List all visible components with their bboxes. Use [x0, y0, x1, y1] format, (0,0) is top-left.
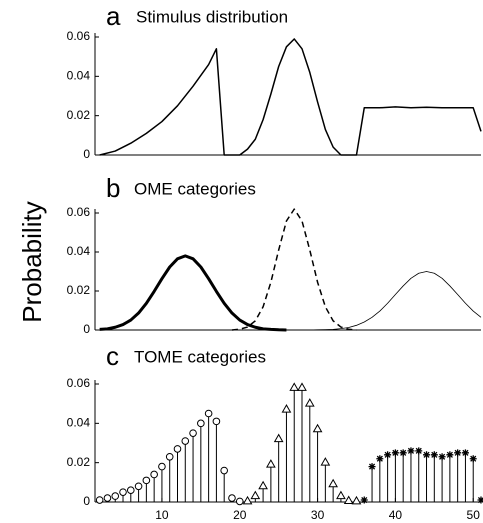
x-tick-label: 30: [311, 508, 325, 522]
panel-title: Stimulus distribution: [136, 7, 288, 26]
marker: [336, 490, 346, 500]
x-tick-label: 50: [467, 508, 481, 522]
x-tick-label: 10: [155, 508, 169, 522]
series-line: [99, 254, 287, 332]
marker: [461, 449, 469, 457]
marker: [320, 457, 331, 466]
marker: [469, 455, 477, 463]
y-tick-label: 0.04: [67, 244, 91, 258]
marker: [111, 492, 120, 500]
marker: [368, 463, 376, 471]
y-tick-label: 0.06: [67, 205, 91, 219]
series-line: [231, 208, 357, 331]
marker: [220, 466, 228, 475]
marker: [228, 494, 236, 502]
marker: [235, 497, 244, 506]
marker: [384, 451, 392, 459]
marker: [258, 480, 268, 490]
panel-letter: b: [106, 173, 120, 203]
panel-letter: a: [106, 1, 121, 31]
marker: [297, 382, 307, 391]
marker: [446, 451, 454, 459]
marker: [415, 447, 423, 455]
marker: [438, 453, 446, 461]
marker: [142, 476, 151, 485]
y-axis-label: Probability: [17, 201, 47, 322]
marker: [351, 495, 362, 505]
y-tick-label: 0: [83, 147, 90, 161]
y-tick-label: 0.06: [67, 376, 91, 390]
marker: [189, 429, 197, 437]
marker: [423, 451, 431, 459]
marker: [360, 496, 368, 504]
panel-title: TOME categories: [134, 347, 266, 366]
marker: [95, 496, 104, 504]
marker: [173, 445, 182, 453]
y-tick-label: 0.02: [67, 108, 91, 122]
marker: [212, 417, 221, 426]
marker: [399, 449, 407, 457]
marker: [250, 490, 261, 500]
marker: [103, 494, 112, 502]
marker: [376, 455, 384, 463]
marker: [391, 449, 399, 457]
marker: [477, 496, 483, 504]
x-tick-label: 20: [233, 508, 247, 522]
marker: [158, 462, 166, 471]
marker: [266, 459, 276, 468]
marker: [181, 437, 190, 445]
marker: [150, 470, 158, 479]
y-tick-label: 0: [83, 322, 90, 336]
y-tick-label: 0: [83, 494, 90, 508]
marker: [273, 433, 284, 443]
marker: [197, 419, 205, 428]
marker: [430, 451, 438, 459]
y-tick-label: 0.04: [67, 416, 91, 430]
marker: [407, 447, 415, 455]
y-tick-label: 0.04: [67, 69, 91, 83]
marker: [304, 398, 315, 407]
panel-letter: c: [106, 341, 119, 371]
marker: [343, 495, 354, 505]
marker: [312, 423, 323, 433]
marker: [119, 488, 127, 496]
series-line: [99, 38, 482, 156]
y-tick-label: 0.02: [67, 455, 91, 469]
y-tick-label: 0.06: [67, 29, 91, 43]
marker: [281, 404, 292, 413]
marker: [454, 449, 462, 457]
marker: [289, 382, 300, 391]
marker: [328, 478, 338, 488]
x-tick-label: 40: [389, 508, 403, 522]
series-line: [255, 271, 482, 331]
marker: [165, 452, 174, 461]
marker: [204, 409, 213, 418]
marker: [134, 482, 143, 491]
y-tick-label: 0.02: [67, 283, 91, 297]
marker: [126, 486, 135, 495]
marker: [242, 495, 253, 505]
panel-title: OME categories: [134, 179, 256, 198]
